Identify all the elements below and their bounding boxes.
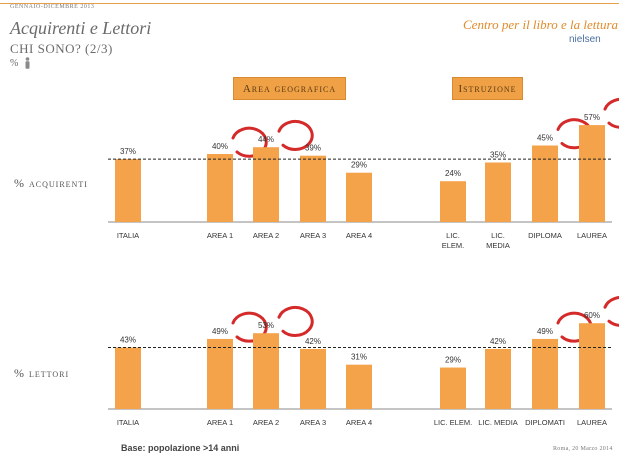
data-label: 29% [351, 161, 367, 170]
bar [532, 145, 558, 222]
tick-label: AREA 1 [207, 231, 233, 240]
period-label: GENNAIO-DICEMBRE 2013 [10, 4, 95, 10]
page-title: Acquirenti e Lettori [10, 18, 152, 38]
tick-label: AREA 2 [253, 231, 279, 240]
tick-label: DIPLOMA [528, 231, 562, 240]
tick-label: LIC. MEDIA [478, 418, 518, 427]
data-label: 44% [258, 135, 274, 144]
bar [579, 323, 605, 409]
tick-label: AREA 1 [207, 418, 233, 427]
bar [346, 172, 372, 222]
tick-label: AREA 3 [300, 418, 326, 427]
tick-label: AREA 4 [346, 231, 372, 240]
highlight-circle [277, 305, 314, 337]
tick-label: DIPLOMATI [525, 418, 565, 427]
page-subtitle: CHI SONO? (2/3) [10, 41, 113, 56]
percent-symbol: % [10, 58, 19, 69]
top-rule [0, 3, 619, 4]
data-label: 60% [584, 311, 600, 320]
row-label-lettori: % lettori [14, 366, 70, 380]
brand-logo: Centro per il libro e la lettura [463, 17, 619, 32]
bar [485, 162, 511, 222]
bar [115, 159, 141, 222]
tick-label: AREA 4 [346, 418, 372, 427]
bar [207, 338, 233, 409]
data-label: 24% [445, 169, 461, 178]
highlight-circle [603, 98, 619, 129]
data-label: 29% [445, 356, 461, 365]
tick-label: AREA 3 [300, 231, 326, 240]
data-label: 45% [537, 134, 553, 143]
group-header-area: Area geografica [233, 77, 346, 100]
data-label: 49% [537, 327, 553, 336]
data-label: 43% [120, 336, 136, 345]
base-note: Base: popolazione >14 anni [121, 443, 240, 453]
bar [207, 154, 233, 222]
row-label-acquirenti: % acquirenti [14, 176, 88, 190]
highlight-circle [277, 119, 314, 151]
person-icon [25, 57, 30, 69]
data-label: 40% [212, 142, 228, 151]
tick-label: ITALIA [117, 418, 139, 427]
data-label: 35% [490, 151, 506, 160]
tick-label: LIC. ELEM. [442, 231, 465, 250]
bar [300, 348, 326, 409]
place-date: Roma, 20 Marzo 2014 [553, 446, 613, 452]
data-label: 49% [212, 327, 228, 336]
highlight-circle [231, 126, 268, 158]
data-label: 57% [584, 113, 600, 122]
data-label: 42% [305, 337, 321, 346]
data-label: 39% [305, 144, 321, 153]
bar [532, 338, 558, 409]
bar [440, 367, 466, 409]
tick-label: LIC. MEDIA [486, 231, 510, 250]
data-label: 31% [351, 353, 367, 362]
tick-label: LIC. ELEM. [434, 418, 472, 427]
group-header-istruzione: Istruzione [452, 77, 523, 100]
bar [115, 347, 141, 409]
data-label: 37% [120, 147, 136, 156]
tick-label: ITALIA [117, 231, 139, 240]
bar [300, 155, 326, 222]
bar [485, 348, 511, 409]
bar [253, 147, 279, 222]
data-label: 42% [490, 337, 506, 346]
highlight-circle [231, 311, 268, 343]
bar [253, 333, 279, 409]
data-label: 53% [258, 321, 274, 330]
bar [579, 125, 605, 222]
tick-label: LAUREA [577, 231, 607, 240]
tick-label: LAUREA [577, 418, 607, 427]
bar [346, 364, 372, 409]
bar [440, 181, 466, 222]
highlight-circle [603, 296, 619, 327]
nielsen-logo: nielsen [569, 34, 601, 45]
tick-label: AREA 2 [253, 418, 279, 427]
